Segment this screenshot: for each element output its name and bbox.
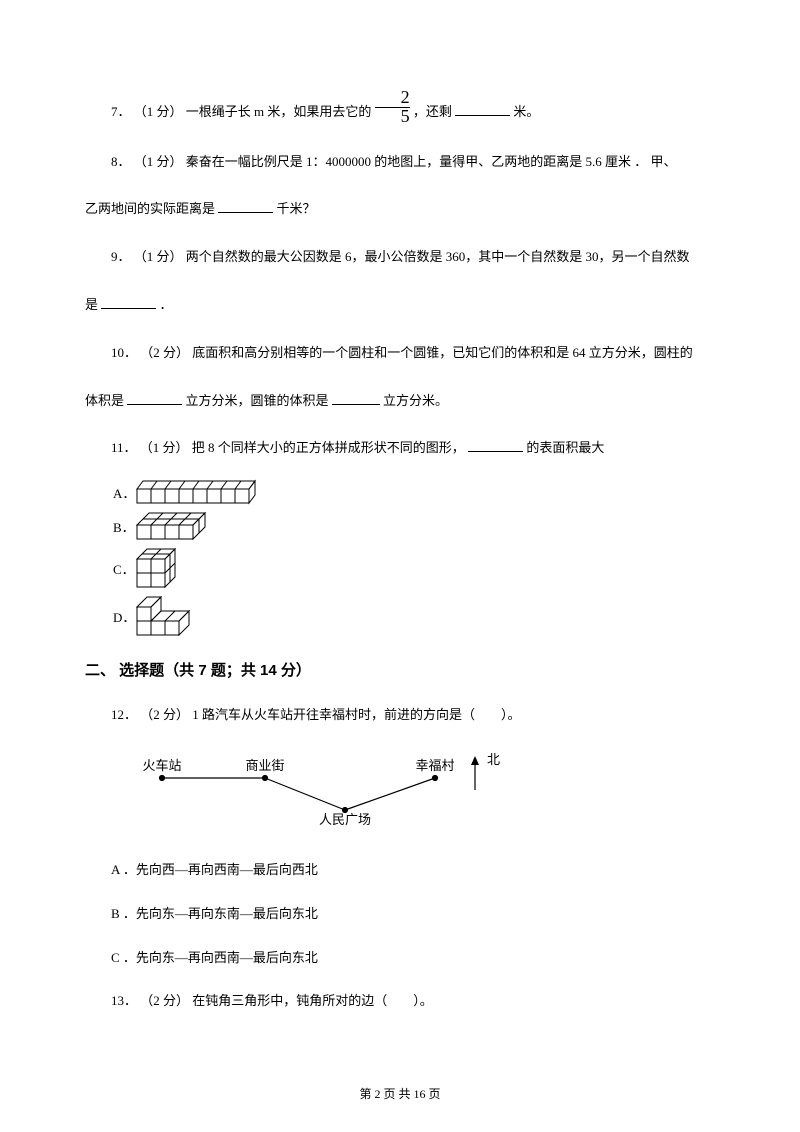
blank — [332, 392, 380, 405]
q8-t1: 秦奋在一幅比例尺是 1：4000000 的地图上，量得甲、乙两地的距离是 5.6… — [186, 154, 677, 169]
q10-t4: 立方分米。 — [383, 393, 448, 408]
cubes-2x2x2-icon — [135, 547, 190, 589]
q10-t2: 体积是 — [85, 393, 124, 408]
q9-t1: 两个自然数的最大公因数是 6，最小公倍数是 360，其中一个自然数是 30，另一… — [186, 249, 690, 264]
q9-t2: 是 — [85, 297, 98, 312]
option-a: A． — [113, 479, 715, 505]
section-2-heading: 二、 选择题（共 7 题；共 14 分） — [85, 659, 715, 680]
blank — [468, 439, 523, 452]
label-north: 北 — [487, 752, 500, 767]
question-10: 10． （2 分） 底面积和高分别相等的一个圆柱和一个圆锥，已知它们的体积和是 … — [85, 336, 715, 370]
blank — [127, 392, 182, 405]
q8-num: 8． — [111, 154, 131, 169]
label-village: 幸福村 — [415, 758, 454, 773]
question-11: 11． （1 分） 把 8 个同样大小的正方体拼成形状不同的图形， 的表面积最大 — [85, 431, 715, 465]
q7-num: 7． — [111, 104, 131, 119]
frac-den: 5 — [375, 107, 410, 125]
q7-t2: ，还剩 — [413, 104, 452, 119]
q7-t3: 米。 — [513, 104, 539, 119]
q7-pts: （1 分） — [134, 104, 183, 119]
q13-num: 13． — [111, 993, 137, 1008]
question-10-line2: 体积是 立方分米，圆锥的体积是 立方分米。 — [85, 384, 715, 418]
option-c: C． — [113, 547, 715, 589]
q10-t1: 底面积和高分别相等的一个圆柱和一个圆锥，已知它们的体积和是 64 立方分米，圆柱… — [192, 345, 693, 360]
answer-c: C ．先向东—再向西南—最后向东北 — [85, 941, 715, 975]
question-12: 12． （2 分） 1 路汽车从火车站开往幸福村时，前进的方向是（ ）。 — [85, 698, 715, 732]
q10-num: 10． — [111, 345, 137, 360]
question-7: 7． （1 分） 一根绳子长 m 米，如果用去它的 2 5 ，还剩 米。 — [85, 95, 715, 131]
blank — [218, 200, 273, 213]
q12-t1: 1 路汽车从火车站开往幸福村时，前进的方向是（ ）。 — [192, 707, 520, 722]
opt-d-label: D． — [113, 607, 135, 626]
label-street: 商业街 — [245, 758, 284, 773]
route-figure: 火车站 商业街 人民广场 幸福村 北 — [135, 748, 715, 833]
page-footer: 第 2 页 共 16 页 — [0, 1085, 800, 1102]
q10-pts: （2 分） — [140, 345, 189, 360]
q13-t1: 在钝角三角形中，钝角所对的边（ ）。 — [192, 993, 433, 1008]
q8-pts: （1 分） — [134, 154, 183, 169]
q8-t2: 乙两地间的实际距离是 — [85, 201, 215, 216]
option-b: B． — [113, 511, 715, 541]
q9-num: 9． — [111, 249, 131, 264]
footer-text: 第 2 页 共 16 页 — [359, 1087, 440, 1101]
q8-t3: 千米？ — [277, 201, 316, 216]
q12-num: 12． — [111, 707, 137, 722]
option-d: D． — [113, 595, 715, 637]
q10-t3: 立方分米，圆锥的体积是 — [186, 393, 329, 408]
opt-b-label: B． — [113, 517, 135, 536]
label-station: 火车站 — [142, 758, 181, 773]
q11-num: 11． — [111, 440, 137, 455]
route-map-icon: 火车站 商业街 人民广场 幸福村 北 — [135, 748, 515, 828]
q11-t2: 的表面积最大 — [526, 440, 604, 455]
q9-t3: ． — [160, 297, 173, 312]
q11-pts: （1 分） — [140, 440, 189, 455]
answer-b: B ．先向东—再向东南—最后向东北 — [85, 897, 715, 931]
answer-a: A ．先向西—再向西南—最后向西北 — [85, 853, 715, 887]
cubes-2x4-icon — [135, 511, 225, 541]
opt-a-label: A． — [113, 483, 135, 502]
question-9-line2: 是 ． — [85, 288, 715, 322]
frac-num: 2 — [375, 89, 410, 106]
question-8: 8． （1 分） 秦奋在一幅比例尺是 1：4000000 的地图上，量得甲、乙两… — [85, 145, 715, 179]
blank — [455, 103, 510, 116]
q9-pts: （1 分） — [134, 249, 183, 264]
q13-pts: （2 分） — [140, 993, 189, 1008]
opt-c-label: C． — [113, 559, 135, 578]
cubes-L-shape-icon — [135, 595, 205, 637]
q12-pts: （2 分） — [140, 707, 189, 722]
cube-options-figure: A． B． C． — [113, 479, 715, 637]
question-9: 9． （1 分） 两个自然数的最大公因数是 6，最小公倍数是 360，其中一个自… — [85, 240, 715, 274]
q11-t1: 把 8 个同样大小的正方体拼成形状不同的图形， — [192, 440, 465, 455]
label-square: 人民广场 — [319, 812, 371, 827]
cubes-1x8-icon — [135, 479, 265, 505]
q7-t1: 一根绳子长 m 米，如果用去它的 — [186, 104, 375, 119]
fraction-2-5: 2 5 — [375, 89, 410, 124]
question-8-line2: 乙两地间的实际距离是 千米？ — [85, 192, 715, 226]
blank — [101, 296, 156, 309]
question-13: 13． （2 分） 在钝角三角形中，钝角所对的边（ ）。 — [85, 984, 715, 1018]
